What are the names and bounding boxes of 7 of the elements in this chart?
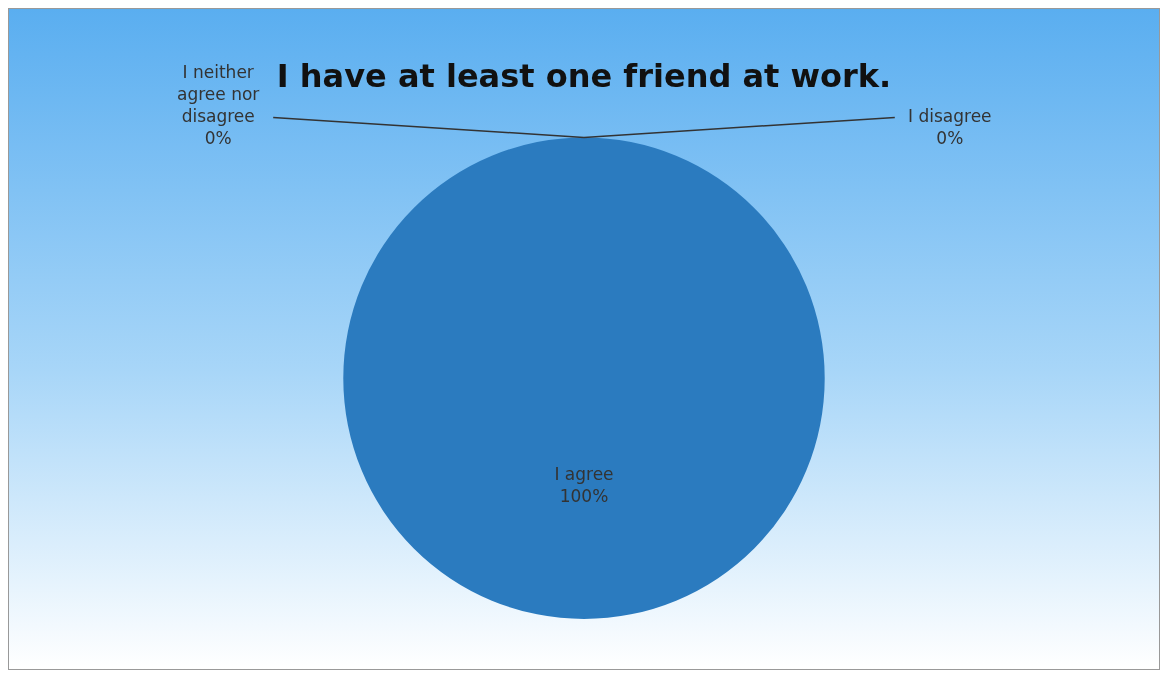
data-label: 100% <box>559 485 609 506</box>
category-label: I disagree <box>908 105 992 126</box>
category-label: I neither agree nor disagree <box>177 61 260 126</box>
text: 0% <box>936 127 964 148</box>
slice-label: I agree <box>554 463 614 484</box>
text: 0% <box>204 127 232 148</box>
chart-title: I have at least one friend at work. <box>276 56 892 95</box>
